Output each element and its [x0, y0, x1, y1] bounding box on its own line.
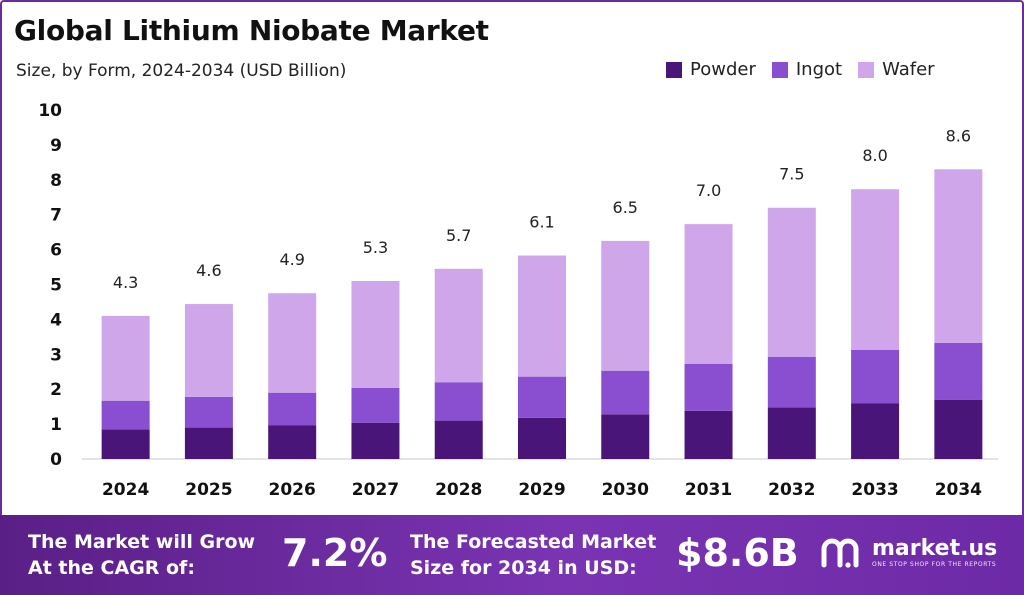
bar-total-label: 5.3: [363, 238, 388, 257]
x-tick-label: 2026: [269, 480, 316, 500]
bar-total-label: 4.3: [113, 273, 138, 292]
bar-segment-powder: [101, 429, 150, 459]
bar-segment-wafer: [518, 255, 566, 377]
legend-item-wafer: Wafer: [858, 59, 935, 80]
legend-label-ingot: Ingot: [795, 59, 843, 80]
y-tick-label: 6: [50, 241, 62, 261]
bar-segment-ingot: [268, 392, 317, 426]
x-tick-label: 2029: [518, 480, 565, 500]
y-tick-label: 5: [50, 276, 62, 296]
bar-chart: 0 1 2 3 4 5 6 7 8 9 10 4.3 2024 4.6 2025 4.9 2026 5.3 2027…: [38, 101, 998, 500]
legend: Powder Ingot Wafer: [666, 59, 935, 80]
bar-segment-wafer: [101, 315, 150, 401]
bar-segment-powder: [601, 414, 650, 459]
bar-segment-ingot: [767, 356, 816, 408]
y-tick-label: 8: [50, 171, 62, 191]
x-tick-label: 2033: [851, 480, 898, 500]
bar-segment-wafer: [351, 281, 400, 388]
legend-swatch-ingot: [771, 61, 788, 78]
forecast-value: $8.6B: [676, 531, 799, 575]
bar-segment-ingot: [351, 387, 400, 423]
bar-segment-wafer: [934, 169, 983, 343]
x-tick-label: 2034: [935, 480, 982, 500]
bar-segment-ingot: [684, 363, 733, 411]
cagr-value: 7.2%: [282, 531, 388, 575]
bar-segment-ingot: [518, 376, 566, 418]
forecast-caption-line1: The Forecasted Market: [410, 531, 657, 553]
bar-segment-powder: [184, 427, 233, 459]
bar-segment-powder: [767, 407, 816, 459]
brand-tagline: ONE STOP SHOP FOR THE REPORTS: [872, 560, 997, 568]
bar-segment-wafer: [684, 224, 733, 364]
bar-segment-powder: [268, 425, 317, 459]
bar-total-label: 7.5: [779, 165, 804, 184]
bar-segment-powder: [518, 417, 566, 459]
bar-total-label: 8.0: [862, 146, 887, 165]
bar-segment-wafer: [851, 189, 900, 350]
bar-segment-ingot: [934, 342, 983, 400]
x-tick-label: 2025: [185, 480, 232, 500]
legend-item-ingot: Ingot: [771, 59, 843, 80]
bar-total-label: 4.9: [279, 250, 304, 269]
forecast-caption-line2: Size for 2034 in USD:: [410, 557, 637, 579]
bar-segment-wafer: [184, 304, 233, 397]
legend-swatch-powder: [666, 61, 682, 78]
bar-segment-ingot: [851, 349, 900, 404]
bar-total-label: 4.6: [196, 261, 221, 280]
legend-label-powder: Powder: [690, 59, 756, 80]
y-tick-label: 2: [50, 380, 62, 400]
x-tick-label: 2032: [768, 480, 815, 500]
chart-subtitle: Size, by Form, 2024-2034 (USD Billion): [16, 61, 347, 81]
y-tick-label: 9: [50, 136, 62, 156]
bar-segment-powder: [684, 410, 733, 459]
x-tick-label: 2031: [685, 480, 732, 500]
summary-banner: The Market will Grow At the CAGR of: 7.2…: [0, 515, 1024, 595]
bar-total-label: 8.6: [946, 126, 971, 145]
y-tick-label: 10: [38, 101, 62, 121]
cagr-caption-line1: The Market will Grow: [28, 531, 256, 553]
bar-segment-ingot: [101, 400, 150, 430]
legend-item-powder: Powder: [666, 59, 756, 80]
y-tick-label: 3: [50, 345, 62, 365]
brand-logo: market.us ONE STOP SHOP FOR THE REPORTS: [820, 535, 997, 569]
bar-total-label: 5.7: [446, 226, 471, 245]
bar-total-label: 7.0: [696, 181, 721, 200]
bar-total-label: 6.1: [529, 213, 554, 232]
cagr-caption: The Market will Grow At the CAGR of:: [28, 529, 255, 581]
y-tick-label: 0: [50, 450, 62, 470]
x-tick-label: 2030: [602, 480, 649, 500]
chart-title: Global Lithium Niobate Market: [14, 14, 489, 47]
legend-swatch-wafer: [858, 61, 875, 78]
bar-segment-powder: [434, 420, 483, 459]
bar-segment-wafer: [268, 293, 317, 393]
x-tick-label: 2024: [102, 480, 149, 500]
bar-segment-powder: [351, 422, 400, 459]
brand-name: market.us: [872, 535, 998, 561]
bar-segment-powder: [851, 403, 900, 459]
bar-segment-wafer: [601, 240, 650, 371]
x-tick-label: 2028: [435, 480, 482, 500]
y-tick-label: 1: [50, 415, 62, 435]
bar-segment-ingot: [434, 382, 483, 421]
forecast-caption: The Forecasted Market Size for 2034 in U…: [410, 529, 656, 581]
y-tick-label: 7: [50, 206, 62, 226]
bar-segment-ingot: [601, 370, 650, 415]
bar-segment-ingot: [184, 396, 233, 428]
bar-segment-wafer: [767, 207, 816, 357]
market-us-logo-icon: [821, 538, 859, 568]
cagr-caption-line2: At the CAGR of:: [28, 557, 195, 579]
x-tick-label: 2027: [352, 480, 399, 500]
bar-segment-wafer: [434, 268, 483, 383]
bar-segment-powder: [934, 399, 983, 459]
legend-label-wafer: Wafer: [882, 59, 935, 80]
y-tick-label: 4: [50, 310, 62, 330]
bar-total-label: 6.5: [613, 198, 638, 217]
